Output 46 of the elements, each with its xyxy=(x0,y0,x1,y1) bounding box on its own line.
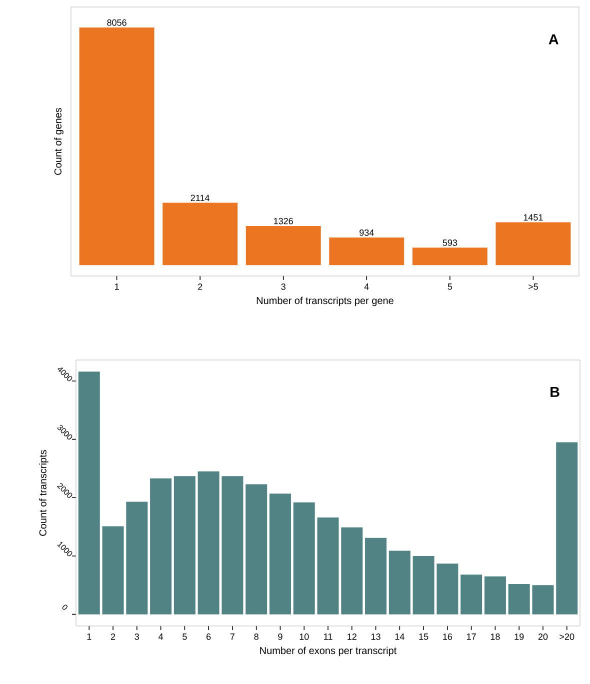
x-tick-label: >20 xyxy=(560,634,574,640)
x-tick-label: 3 xyxy=(281,284,286,290)
bar xyxy=(162,202,238,266)
x-tick-label: 5 xyxy=(448,284,452,290)
annotation: A xyxy=(548,34,558,44)
data-label: 8056 xyxy=(107,19,126,26)
y-axis-title: Count of genes xyxy=(54,108,64,175)
x-tick-label: 9 xyxy=(278,634,282,640)
x-tick-label: 1 xyxy=(114,284,119,290)
x-tick-label: >5 xyxy=(528,284,538,290)
bar xyxy=(412,248,488,266)
data-label: 934 xyxy=(360,229,374,236)
y-axis-title: Count of transcripts xyxy=(39,450,48,536)
x-tick-label: 8 xyxy=(254,634,258,640)
x-axis-title: Number of exons per transcript xyxy=(260,646,397,656)
x-tick-label: 18 xyxy=(490,634,500,640)
data-label: 1451 xyxy=(524,214,543,221)
bar xyxy=(329,238,404,266)
annotation: B xyxy=(550,386,560,397)
x-tick-label: 17 xyxy=(467,634,476,640)
x-tick-label: 19 xyxy=(514,634,524,640)
x-tick-label: 6 xyxy=(206,634,211,640)
data-label: 2114 xyxy=(190,194,210,202)
x-tick-label: 16 xyxy=(443,634,452,640)
x-tick-label: 12 xyxy=(348,634,356,640)
bar xyxy=(79,27,154,266)
bar xyxy=(246,226,321,266)
x-tick-label: 10 xyxy=(300,634,309,640)
data-label: 1326 xyxy=(274,218,293,224)
x-tick-label: 1 xyxy=(87,634,92,640)
x-tick-label: 2 xyxy=(198,284,202,290)
x-tick-label: 11 xyxy=(324,634,332,640)
x-tick-label: 14 xyxy=(395,634,404,640)
x-tick-label: 4 xyxy=(158,634,164,640)
x-tick-label: 7 xyxy=(230,634,234,640)
bar xyxy=(496,222,571,266)
x-tick-label: 3 xyxy=(134,634,140,640)
x-tick-label: 2 xyxy=(110,634,116,640)
x-tick-label: 4 xyxy=(364,284,369,290)
data-label: 593 xyxy=(442,240,458,246)
x-axis-title: Number of transcripts per gene xyxy=(256,296,394,306)
x-tick-label: 5 xyxy=(182,634,187,640)
x-tick-label: 20 xyxy=(538,634,548,640)
x-tick-label: 15 xyxy=(419,634,428,640)
x-tick-label: 13 xyxy=(371,634,380,640)
y-tick-label: 0 xyxy=(62,604,68,610)
